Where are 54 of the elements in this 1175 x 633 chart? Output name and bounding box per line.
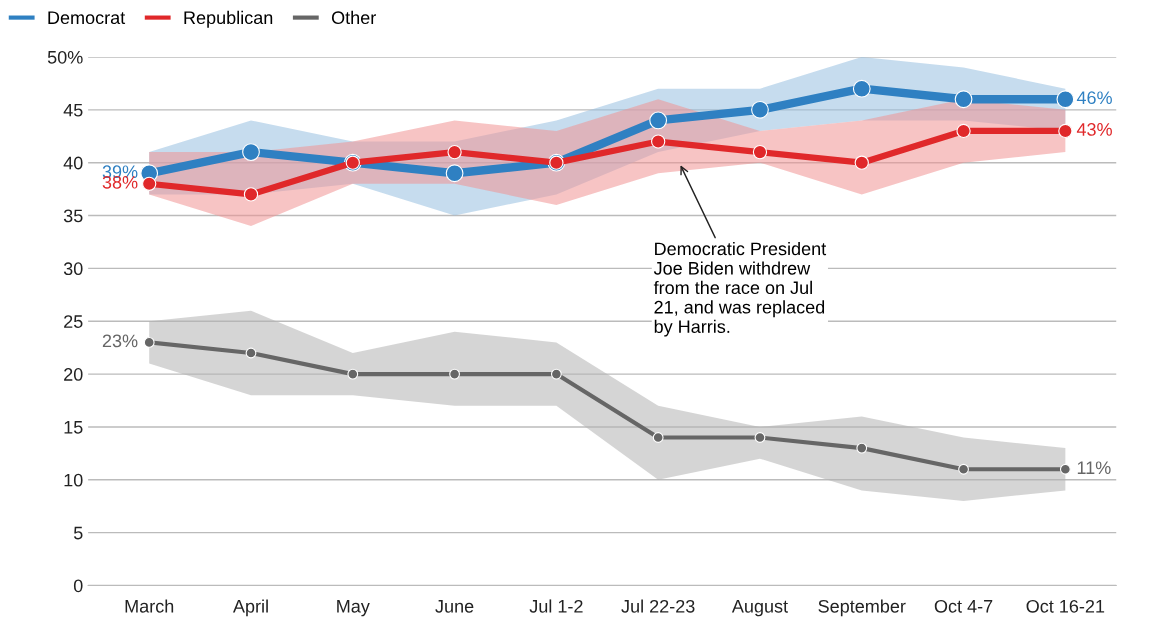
point bbox=[649, 111, 668, 130]
y-tick-label: 45 bbox=[63, 103, 83, 117]
y-tick-label: 10 bbox=[64, 473, 83, 487]
point bbox=[652, 432, 664, 443]
y-tick-label: 40 bbox=[63, 156, 83, 170]
data-label: 43% bbox=[1076, 123, 1112, 136]
y-tick-label: 15 bbox=[64, 421, 83, 434]
point bbox=[143, 336, 155, 348]
point bbox=[958, 463, 969, 475]
point bbox=[1056, 90, 1075, 109]
point bbox=[242, 143, 260, 161]
x-tick-label: Jul 22-23 bbox=[621, 599, 695, 613]
point bbox=[1058, 123, 1073, 139]
data-label: 23% bbox=[102, 334, 138, 348]
y-tick-label: 30 bbox=[63, 262, 83, 276]
point bbox=[550, 368, 562, 380]
data-label: 11% bbox=[1077, 461, 1111, 475]
point bbox=[142, 176, 157, 191]
point bbox=[856, 442, 868, 454]
legend-label: Other bbox=[331, 10, 376, 25]
data-label: 46% bbox=[1076, 91, 1112, 105]
y-tick-label: 0 bbox=[73, 579, 83, 593]
point bbox=[956, 123, 971, 139]
point bbox=[245, 347, 257, 359]
x-tick-label: June bbox=[435, 600, 474, 613]
point bbox=[651, 134, 666, 149]
x-tick-label: Jul 1-2 bbox=[529, 599, 583, 613]
y-tick-label: 50% bbox=[47, 50, 83, 64]
point bbox=[852, 79, 871, 98]
x-tick-label: March bbox=[125, 599, 174, 613]
point bbox=[752, 144, 768, 160]
point bbox=[1059, 463, 1071, 475]
point bbox=[445, 164, 464, 183]
y-tick-label: 5 bbox=[73, 526, 83, 540]
x-tick-label: August bbox=[731, 600, 788, 617]
legend-label: Republican bbox=[184, 10, 273, 28]
legend-label: Democrat bbox=[48, 11, 126, 25]
point bbox=[754, 432, 766, 443]
point bbox=[449, 368, 461, 380]
x-tick-label: May bbox=[337, 600, 370, 617]
y-tick-label: 20 bbox=[64, 368, 83, 381]
x-tick-label: April bbox=[232, 599, 268, 617]
annotation: Democratic President Joe Biden withdrew from the race on Jul 21, and was replaced by Harris. bbox=[653, 241, 827, 337]
y-tick-label: 25 bbox=[64, 315, 83, 328]
point bbox=[854, 155, 869, 170]
point bbox=[243, 187, 259, 202]
point bbox=[347, 368, 359, 380]
point bbox=[954, 90, 973, 109]
x-tick-label: September bbox=[818, 599, 906, 617]
x-tick-label: Oct 16-21 bbox=[1026, 599, 1105, 613]
point bbox=[751, 100, 769, 119]
x-tick-label: Oct 4-7 bbox=[934, 599, 993, 613]
y-tick-label: 35 bbox=[63, 209, 83, 223]
point bbox=[447, 144, 462, 160]
